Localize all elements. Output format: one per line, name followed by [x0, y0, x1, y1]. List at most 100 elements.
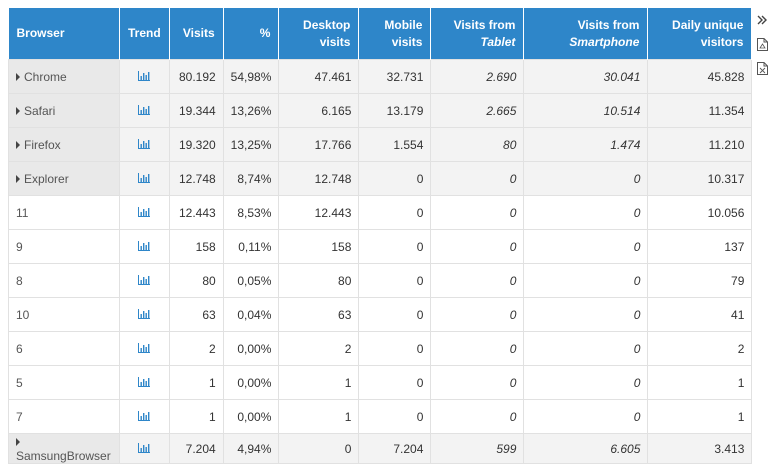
pdf-file-icon	[756, 37, 768, 51]
tablet-visits-cell: 0	[430, 331, 525, 366]
trend-cell[interactable]	[119, 195, 170, 230]
mobile-visits-cell: 0	[358, 365, 432, 400]
percent-cell: 4,94%	[222, 433, 280, 464]
table-row: 11 12.443 8,53% 12.443 0 0 0 10.056	[8, 195, 753, 230]
bar-chart-icon[interactable]	[138, 308, 151, 322]
tablet-visits-cell: 0	[430, 195, 525, 230]
visits-cell: 1	[168, 365, 224, 400]
trend-cell[interactable]	[119, 331, 170, 366]
mobile-visits-cell: 0	[358, 161, 432, 196]
table-row: 7 1 0,00% 1 0 0 0 1	[8, 399, 753, 434]
daily-unique-visitors-cell: 1	[647, 399, 753, 434]
bar-chart-icon[interactable]	[138, 442, 151, 456]
bar-chart-icon[interactable]	[138, 342, 151, 356]
trend-cell[interactable]	[119, 433, 170, 464]
smartphone-visits-cell: 0	[523, 399, 649, 434]
bar-chart-icon[interactable]	[138, 138, 151, 152]
export-excel-button[interactable]	[750, 56, 774, 80]
desktop-visits-cell: 47.461	[278, 59, 360, 94]
browser-name-cell[interactable]: Chrome	[8, 59, 120, 94]
bar-chart-icon[interactable]	[138, 376, 151, 390]
column-header-tablet-visits[interactable]: Visits from Tablet	[430, 8, 525, 60]
excel-file-icon	[756, 61, 768, 75]
table-row-expandable[interactable]: Explorer 12.748 8,74% 12.748 0 0 0 10.317	[8, 161, 753, 196]
expand-triangle-icon[interactable]	[16, 140, 20, 149]
bar-chart-icon[interactable]	[138, 240, 151, 254]
visits-cell: 63	[168, 297, 224, 332]
expand-panel-button[interactable]	[750, 8, 774, 32]
tablet-visits-cell: 0	[430, 229, 525, 264]
table-header-row: Browser Trend Visits % Desktop visits Mob…	[8, 8, 753, 60]
bar-chart-icon[interactable]	[138, 172, 151, 186]
trend-cell[interactable]	[119, 399, 170, 434]
trend-cell[interactable]	[119, 161, 170, 196]
browser-name-cell: 9	[8, 229, 120, 264]
desktop-visits-cell: 1	[278, 365, 360, 400]
column-header-desktop-visits[interactable]: Desktop visits	[278, 8, 360, 60]
visits-cell: 158	[168, 229, 224, 264]
desktop-visits-cell: 0	[278, 433, 360, 464]
trend-cell[interactable]	[119, 229, 170, 264]
export-pdf-button[interactable]	[750, 32, 774, 56]
column-header-visits[interactable]: Visits	[169, 8, 224, 60]
table-row: 5 1 0,00% 1 0 0 0 1	[8, 365, 753, 400]
bar-chart-icon[interactable]	[138, 410, 151, 424]
expand-triangle-icon[interactable]	[16, 437, 20, 446]
daily-unique-visitors-cell: 137	[647, 229, 753, 264]
percent-cell: 13,25%	[222, 127, 280, 162]
column-header-percent[interactable]: %	[223, 8, 280, 60]
table-row-expandable[interactable]: Chrome 80.192 54,98% 47.461 32.731 2.690 30.04…	[8, 59, 753, 94]
tablet-visits-cell: 2.690	[430, 59, 525, 94]
tablet-visits-cell: 0	[430, 365, 525, 400]
trend-cell[interactable]	[119, 127, 170, 162]
visits-cell: 19.344	[168, 93, 224, 128]
table-row-expandable[interactable]: Safari 19.344 13,26% 6.165 13.179 2.665 10.514…	[8, 93, 753, 128]
daily-unique-visitors-cell: 3.413	[647, 433, 753, 464]
trend-cell[interactable]	[119, 365, 170, 400]
browser-name-cell[interactable]: Explorer	[8, 161, 120, 196]
table-row: 6 2 0,00% 2 0 0 0 2	[8, 331, 753, 366]
smartphone-visits-cell: 30.041	[523, 59, 649, 94]
browser-name-cell[interactable]: Firefox	[8, 127, 120, 162]
trend-cell[interactable]	[119, 263, 170, 298]
bar-chart-icon[interactable]	[138, 206, 151, 220]
mobile-visits-cell: 32.731	[358, 59, 432, 94]
bar-chart-icon[interactable]	[138, 70, 151, 84]
smartphone-visits-cell: 0	[523, 195, 649, 230]
smartphone-visits-cell: 0	[523, 331, 649, 366]
mobile-visits-cell: 1.554	[358, 127, 432, 162]
column-header-mobile-visits[interactable]: Mobile visits	[358, 8, 432, 60]
table-row-expandable[interactable]: Firefox 19.320 13,25% 17.766 1.554 80 1.474 11.…	[8, 127, 753, 162]
column-header-smartphone-visits[interactable]: Visits from Smartphone	[523, 8, 649, 60]
smartphone-visits-cell: 10.514	[523, 93, 649, 128]
expand-triangle-icon[interactable]	[16, 106, 20, 115]
tablet-visits-cell: 599	[430, 433, 525, 464]
visits-cell: 80	[168, 263, 224, 298]
visits-cell: 1	[168, 399, 224, 434]
table-row: 10 63 0,04% 63 0 0 0 41	[8, 297, 753, 332]
trend-cell[interactable]	[119, 93, 170, 128]
percent-cell: 0,11%	[222, 229, 280, 264]
tablet-visits-cell: 0	[430, 399, 525, 434]
desktop-visits-cell: 158	[278, 229, 360, 264]
visits-cell: 12.443	[168, 195, 224, 230]
tablet-visits-cell: 0	[430, 297, 525, 332]
daily-unique-visitors-cell: 10.317	[647, 161, 753, 196]
mobile-visits-cell: 0	[358, 263, 432, 298]
percent-cell: 0,00%	[222, 365, 280, 400]
browser-name-cell[interactable]: Safari	[8, 93, 120, 128]
browser-name-cell[interactable]: SamsungBrowser	[8, 433, 120, 464]
browser-name-cell: 5	[8, 365, 120, 400]
table-row-expandable[interactable]: SamsungBrowser 7.204 4,94% 0 7.204 599 6.605 3.…	[8, 433, 753, 464]
bar-chart-icon[interactable]	[138, 274, 151, 288]
column-header-browser[interactable]: Browser	[8, 8, 120, 60]
tablet-visits-cell: 80	[430, 127, 525, 162]
table-row: 8 80 0,05% 80 0 0 0 79	[8, 263, 753, 298]
trend-cell[interactable]	[119, 297, 170, 332]
expand-triangle-icon[interactable]	[16, 72, 20, 81]
expand-triangle-icon[interactable]	[16, 174, 20, 183]
bar-chart-icon[interactable]	[138, 104, 151, 118]
trend-cell[interactable]	[119, 59, 170, 94]
mobile-visits-cell: 13.179	[358, 93, 432, 128]
column-header-daily-unique-visitors[interactable]: Daily unique visitors	[647, 8, 753, 60]
